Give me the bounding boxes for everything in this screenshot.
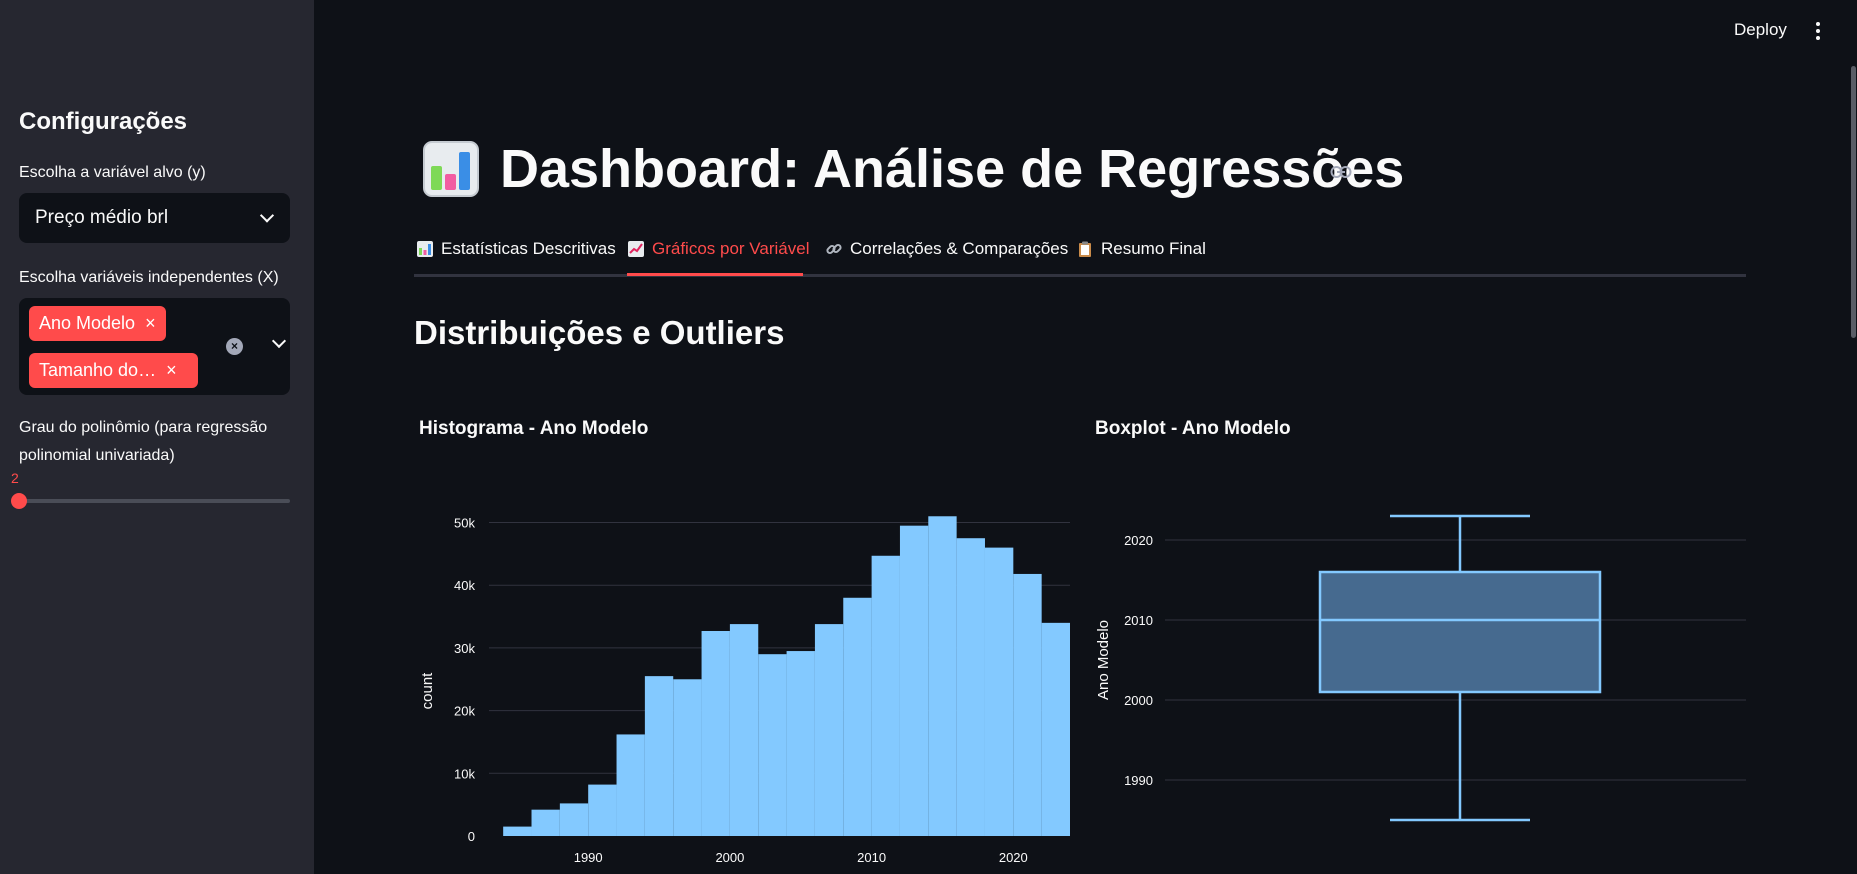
histogram-bar	[729, 624, 759, 836]
y-tick-label: 50k	[454, 516, 475, 531]
tab-label: Correlações & Comparações	[850, 239, 1069, 258]
y-tick-label: 2000	[1124, 693, 1153, 708]
histogram-bar	[1041, 622, 1070, 836]
box-iqr	[1318, 570, 1602, 694]
features-multiselect[interactable]: Ano Modelo × Tamanho do… × ×	[19, 298, 290, 395]
histogram-bar	[644, 676, 674, 836]
bar-chart-icon	[417, 241, 433, 257]
tab-correlations[interactable]: Correlações & Comparações	[826, 237, 1068, 261]
sidebar-title: Configurações	[19, 108, 188, 135]
histogram-bar	[559, 803, 589, 836]
histogram-bar	[786, 651, 815, 836]
feature-tag-label: Ano Modelo	[39, 313, 136, 333]
features-label: Escolha variáveis independentes (X)	[19, 269, 279, 286]
feature-tag-label: Tamanho do…	[39, 360, 157, 380]
y-tick-label: 0	[468, 829, 475, 844]
histogram-bar	[758, 654, 787, 836]
sidebar: Configurações Escolha a variável alvo (y…	[0, 0, 314, 874]
histogram-chart[interactable]: 0 10k 20k 30k 40k 50k 1990 2000 2010 2020 count	[414, 480, 1074, 874]
page-title: Dashboard: Análise de Regressões	[500, 139, 1405, 199]
histogram-bar	[814, 624, 844, 836]
link-icon[interactable]	[1330, 165, 1352, 179]
tab-statistics[interactable]: Estatísticas Descritivas	[417, 237, 616, 261]
histogram-bar	[673, 679, 702, 836]
y-tick-label: 40k	[454, 578, 475, 593]
section-title: Distribuições e Outliers	[414, 314, 785, 351]
tab-charts[interactable]: Gráficos por Variável	[628, 237, 809, 261]
scrollbar[interactable]	[1851, 66, 1856, 338]
main-menu-icon[interactable]	[1813, 22, 1823, 40]
y-axis-label: Ano Modelo	[1095, 620, 1112, 700]
x-tick-label: 2010	[857, 850, 886, 865]
boxplot-title: Boxplot - Ano Modelo	[1095, 418, 1291, 439]
histogram-bar	[984, 547, 1014, 836]
histogram-bar	[899, 525, 929, 836]
deploy-button[interactable]: Deploy	[1734, 20, 1787, 39]
degree-slider-thumb[interactable]	[11, 493, 27, 509]
histogram-bar	[843, 597, 872, 836]
histogram-bar	[588, 784, 617, 836]
degree-label-line2: polinomial univariada)	[19, 447, 175, 464]
y-tick-label: 30k	[454, 641, 475, 656]
tab-label: Gráficos por Variável	[652, 239, 810, 258]
active-tab-indicator	[627, 273, 803, 276]
y-tick-label: 10k	[454, 766, 475, 781]
target-variable-value: Preço médio brl	[35, 207, 169, 228]
degree-slider-value: 2	[11, 470, 19, 486]
histogram-bar	[503, 826, 532, 836]
close-icon[interactable]: ×	[145, 313, 156, 333]
close-icon[interactable]: ×	[166, 360, 177, 380]
degree-label-line1: Grau do polinômio (para regressão	[19, 419, 268, 436]
x-tick-label: 2020	[999, 850, 1028, 865]
x-tick-label: 2000	[715, 850, 744, 865]
tab-label: Resumo Final	[1101, 239, 1206, 258]
histogram-bar	[1013, 573, 1042, 836]
feature-tag[interactable]: Ano Modelo ×	[29, 306, 166, 341]
histogram-bar	[956, 538, 985, 836]
y-tick-label: 1990	[1124, 773, 1153, 788]
histogram-bar	[928, 516, 957, 836]
histogram-bar	[531, 809, 560, 836]
target-variable-select[interactable]: Preço médio brl	[19, 193, 290, 243]
y-axis-label: count	[419, 672, 436, 710]
y-tick-label: 20k	[454, 704, 475, 719]
chevron-down-icon	[259, 208, 275, 223]
x-tick-label: 1990	[574, 850, 603, 865]
target-variable-label: Escolha a variável alvo (y)	[19, 164, 206, 181]
tab-bar: Estatísticas Descritivas Gráficos por Va…	[414, 237, 1746, 277]
histogram-bar	[616, 734, 645, 836]
histogram-bar	[871, 555, 900, 836]
degree-slider-track[interactable]	[19, 499, 290, 503]
histogram-bar	[701, 630, 730, 836]
bar-chart-icon	[423, 141, 479, 197]
boxplot-chart[interactable]: 1990 2000 2010 2020 Ano Modelo	[1090, 480, 1750, 874]
link-icon	[826, 243, 842, 255]
tab-summary[interactable]: Resumo Final	[1077, 237, 1206, 261]
chart-increasing-icon	[628, 241, 644, 257]
clipboard-icon	[1079, 241, 1091, 257]
histogram-title: Histograma - Ano Modelo	[419, 418, 649, 439]
chevron-down-icon[interactable]	[271, 333, 287, 349]
feature-tag[interactable]: Tamanho do… ×	[29, 353, 198, 388]
y-tick-label: 2020	[1124, 533, 1153, 548]
y-tick-label: 2010	[1124, 613, 1153, 628]
tab-label: Estatísticas Descritivas	[441, 239, 616, 258]
clear-all-icon[interactable]: ×	[226, 338, 243, 355]
